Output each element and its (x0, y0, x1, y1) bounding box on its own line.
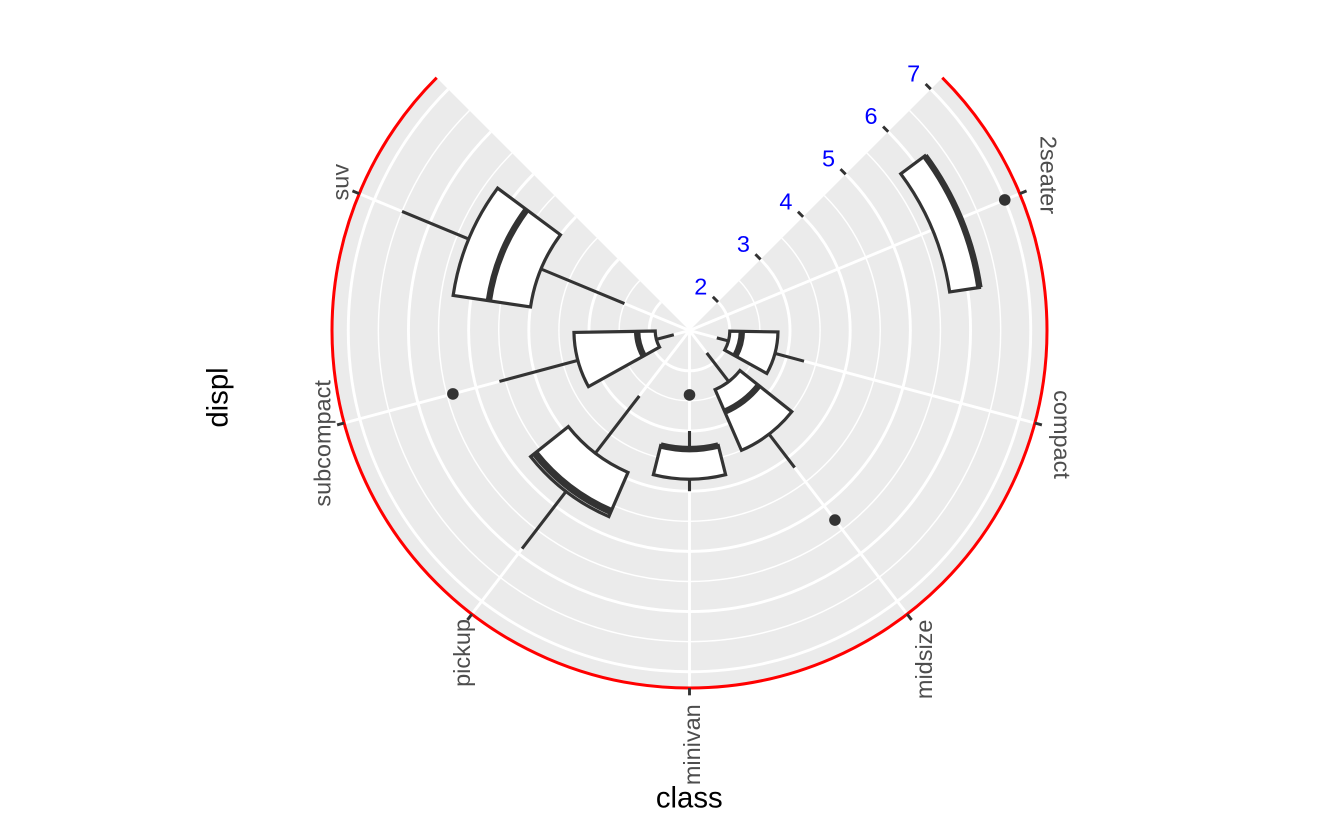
svg-text:displ: displ (201, 367, 234, 427)
svg-text:4: 4 (779, 188, 792, 214)
svg-text:minivan: minivan (679, 704, 705, 785)
svg-text:subcompact: subcompact (309, 380, 335, 507)
svg-text:2: 2 (694, 273, 707, 299)
svg-text:class: class (656, 782, 723, 815)
svg-text:5: 5 (822, 146, 835, 172)
svg-text:pickup: pickup (449, 619, 475, 687)
svg-text:3: 3 (737, 231, 750, 257)
svg-text:suv: suv (327, 164, 353, 201)
svg-text:compact: compact (1049, 390, 1075, 479)
svg-text:7: 7 (907, 61, 920, 87)
svg-text:midsize: midsize (911, 620, 937, 700)
svg-text:2seater: 2seater (1035, 136, 1061, 214)
svg-text:6: 6 (865, 103, 878, 129)
